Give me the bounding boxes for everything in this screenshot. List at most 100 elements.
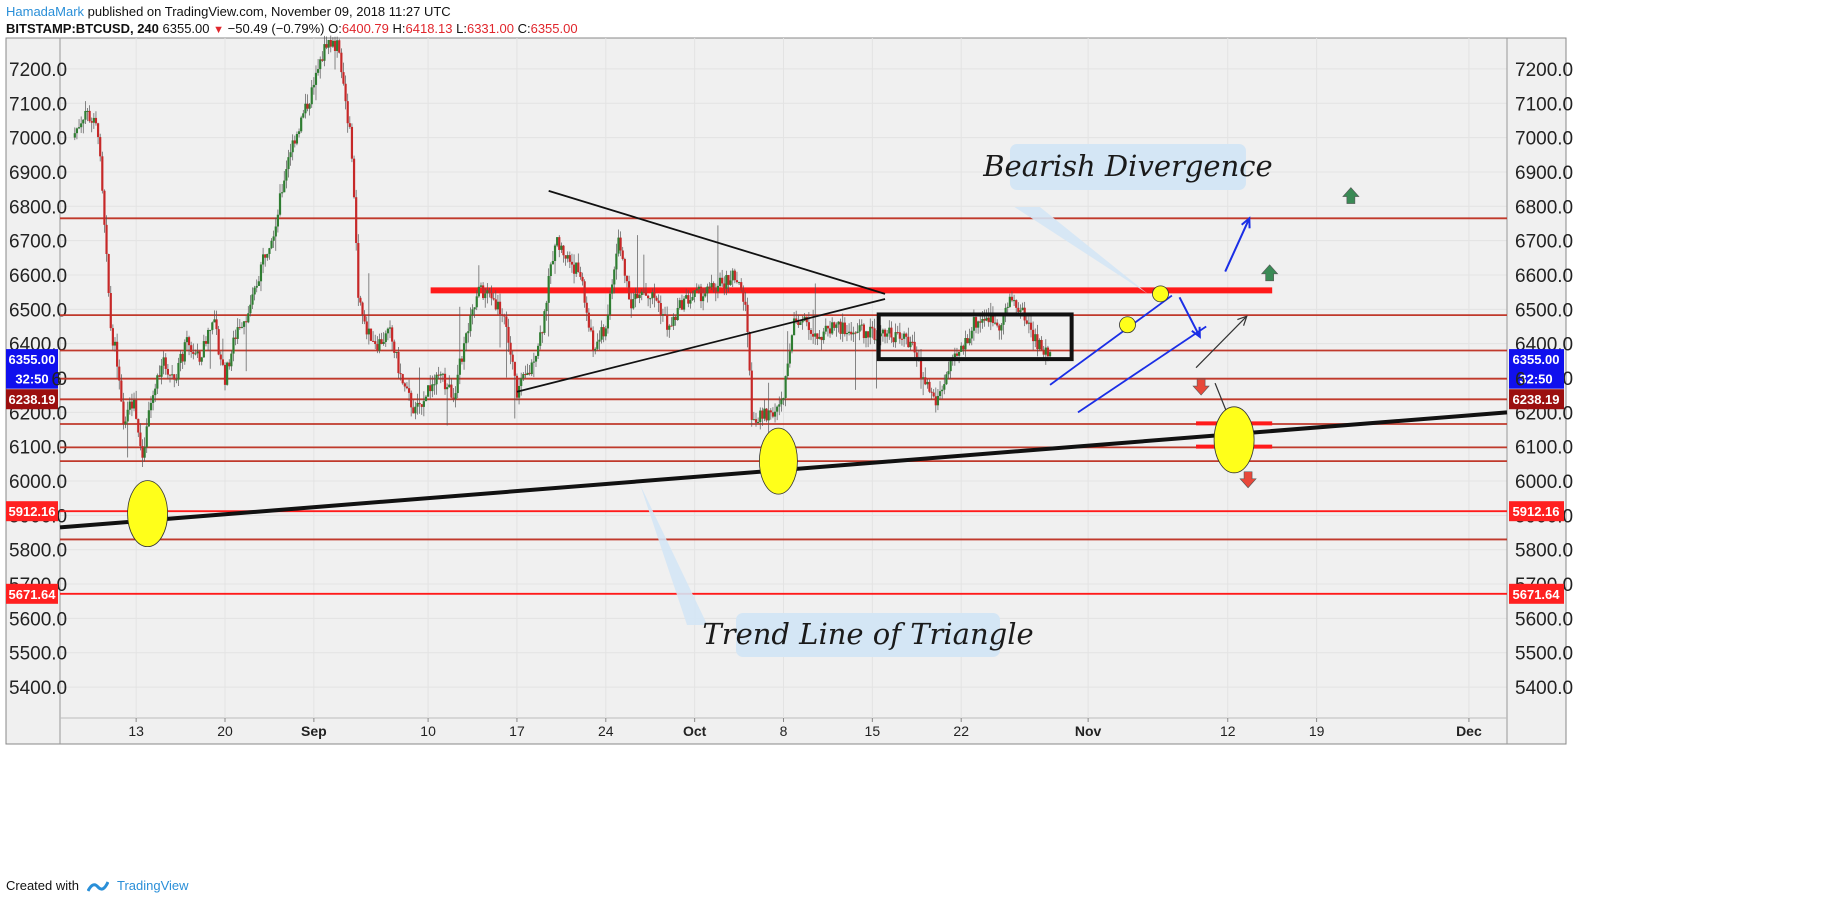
channel-upper-line <box>1049 294 1173 386</box>
candle-down <box>820 336 823 341</box>
candle-down <box>812 333 815 337</box>
y-tick-label-right: 6000.0 <box>1515 472 1573 493</box>
candle-up <box>291 140 294 153</box>
candle-down <box>344 83 347 102</box>
candle-up <box>289 152 292 158</box>
candle-up <box>160 365 163 377</box>
y-tick-label-left: 5600.0 <box>9 609 67 630</box>
candle-up <box>251 294 254 305</box>
candle-up <box>426 385 430 397</box>
price-badge-label: 6238.19 <box>1513 392 1560 407</box>
candle-down <box>966 338 969 344</box>
candle-up <box>143 447 146 458</box>
candle-down <box>515 375 519 398</box>
candle-up <box>316 69 320 73</box>
x-axis[interactable]: 13 20 Sep 10 17 24 Oct 8 15 22 Nov 12 19 Dec <box>128 718 1482 739</box>
candle-up <box>953 353 956 358</box>
candle-down <box>934 396 937 406</box>
candle-down <box>826 325 830 329</box>
x-tick-label: Sep <box>301 723 327 739</box>
x-tick-label: 20 <box>217 723 233 739</box>
candle-up <box>613 269 616 285</box>
candle-up <box>520 378 523 386</box>
candle-up <box>676 307 679 320</box>
candle-down <box>1046 347 1050 357</box>
candle-up <box>556 237 559 246</box>
candle-up <box>695 289 698 291</box>
candle-up <box>126 409 129 422</box>
candle-up <box>682 298 686 310</box>
candle-down <box>1017 307 1020 312</box>
candle-up <box>285 169 288 181</box>
candle-up <box>784 376 787 398</box>
price-badge-label: 6355.00 <box>1513 352 1560 367</box>
candle-up <box>475 296 478 308</box>
y-tick-label-right: 6900.0 <box>1515 163 1573 184</box>
candle-up <box>300 117 303 132</box>
red-down-arrow-marker <box>1192 378 1210 396</box>
candle-up <box>179 353 182 363</box>
candle-up <box>479 285 483 287</box>
y-tick-label-right: 5800.0 <box>1515 541 1573 562</box>
candle-up <box>132 399 136 409</box>
candle-down <box>452 397 455 400</box>
price-badge-left <box>6 349 58 370</box>
y-tick-label-left: 6600.0 <box>9 266 67 287</box>
candle-up <box>539 332 542 346</box>
price-badge-left <box>6 583 58 604</box>
candle-up <box>274 226 277 237</box>
author-link[interactable]: HamadaMark <box>6 4 85 19</box>
candle-down <box>663 314 667 316</box>
candle-up <box>226 362 229 385</box>
tradingview-link[interactable]: TradingView <box>116 878 189 893</box>
candle-down <box>498 301 502 315</box>
candle-down <box>164 357 167 369</box>
candle-up <box>847 331 851 334</box>
x-tick-label: 24 <box>598 723 614 739</box>
candle-up <box>465 333 468 344</box>
price-badge-label: 5671.64 <box>9 587 57 602</box>
candle-up <box>922 377 925 379</box>
candle-up <box>668 325 671 330</box>
candle-up <box>693 290 696 297</box>
candle-up <box>1048 352 1052 357</box>
candle-down <box>346 101 349 124</box>
footer: Created with TradingView <box>6 878 189 893</box>
candle-up <box>439 374 442 376</box>
candle-down <box>376 344 379 351</box>
candle-down <box>630 299 633 309</box>
candle-down <box>892 337 895 343</box>
candle-down <box>393 341 396 353</box>
y-axis-right[interactable]: 5400.05500.05600.05700.05800.05900.06000… <box>1515 60 1573 699</box>
candle-down <box>816 333 819 339</box>
candle-down <box>397 351 400 374</box>
candle-up <box>869 326 872 338</box>
candle-down <box>401 374 404 384</box>
ohlc-low: 6331.00 <box>466 21 514 36</box>
x-tick-label: 15 <box>865 723 881 739</box>
candle-up <box>968 338 971 344</box>
candle-up <box>209 329 212 331</box>
candle-down <box>352 158 356 198</box>
candle-down <box>750 370 753 420</box>
candle-up <box>888 327 891 334</box>
tradingview-logo-icon <box>86 880 109 892</box>
candle-up <box>154 388 157 396</box>
candle-up <box>801 320 804 323</box>
candle-up <box>759 410 762 422</box>
candle-up <box>270 240 273 249</box>
candle-up <box>752 419 755 421</box>
candle-down <box>443 373 447 390</box>
candle-up <box>945 374 948 385</box>
candle-up <box>879 333 882 337</box>
y-tick-label-left: 6700.0 <box>9 232 67 253</box>
candle-up <box>276 214 279 227</box>
y-tick-label-right: 6700.0 <box>1515 232 1573 253</box>
arrow-head <box>1191 326 1201 339</box>
candle-down <box>913 341 916 353</box>
price-badge-left <box>6 389 58 410</box>
candle-up <box>545 302 548 312</box>
candle-up <box>960 345 963 352</box>
candle-up <box>964 338 967 350</box>
